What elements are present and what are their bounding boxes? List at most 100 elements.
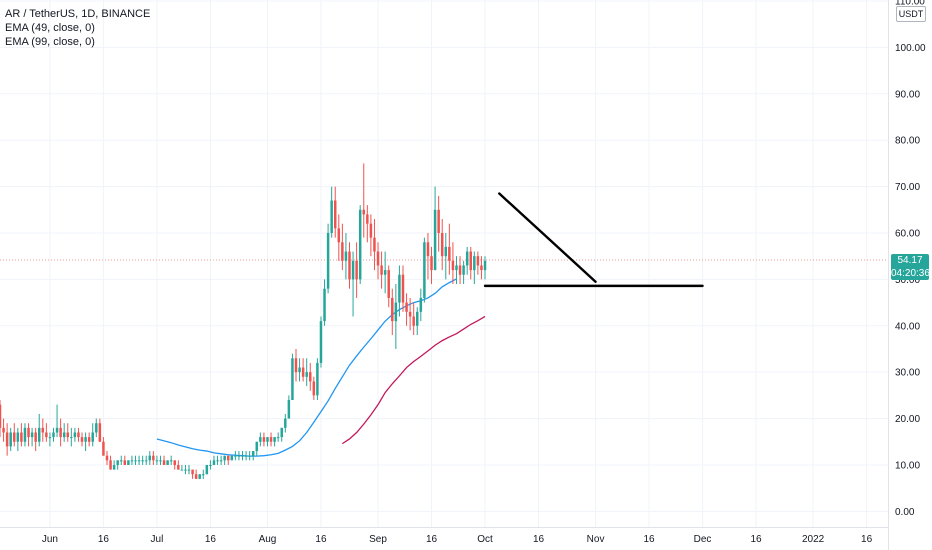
candle — [80, 432, 84, 447]
ema49-label[interactable]: EMA (49, close, 0) — [5, 22, 95, 34]
y-tick-label: 20.00 — [895, 414, 920, 425]
candle-body — [180, 469, 184, 471]
candle — [473, 251, 476, 285]
x-tick-label: 16 — [315, 534, 327, 545]
candle-body — [13, 432, 16, 442]
candle-body — [473, 256, 476, 271]
candle-body — [2, 427, 5, 433]
candle-body — [344, 251, 348, 261]
candle-body — [152, 455, 155, 461]
candle — [284, 413, 287, 433]
candle-body — [52, 432, 55, 438]
candle — [280, 427, 283, 442]
candle — [366, 205, 369, 243]
candle-body — [391, 297, 394, 322]
candle-body — [5, 432, 9, 447]
candle-body — [91, 432, 94, 442]
candle — [70, 427, 73, 447]
candle — [480, 256, 483, 280]
candle — [437, 195, 440, 252]
candle-body — [177, 464, 180, 470]
x-tick-label: Jun — [42, 534, 58, 545]
candle-body — [27, 427, 30, 438]
candle — [298, 358, 301, 382]
pattern-drawings[interactable] — [483, 192, 704, 288]
candle — [309, 362, 312, 391]
candle — [351, 251, 355, 317]
current-price-value: 54.17 — [897, 255, 923, 266]
candle — [109, 455, 112, 470]
x-tick-label: 16 — [98, 534, 110, 545]
candle-body — [123, 460, 127, 465]
candle-body — [187, 469, 191, 471]
candle-body — [166, 460, 169, 465]
candle-body — [155, 460, 159, 462]
y-tick-label: 40.00 — [895, 321, 920, 332]
candle — [269, 432, 273, 447]
candle — [462, 260, 465, 285]
candle — [223, 455, 226, 465]
candle — [273, 437, 276, 447]
candle — [219, 455, 223, 465]
time-axis[interactable]: Jun 16 Jul 16 Aug 16 Sep 16 Oct 16 Nov 16 Dec 16 2022 1… — [0, 527, 888, 546]
candle-body — [284, 418, 287, 428]
candle — [333, 186, 337, 238]
candle-body — [469, 251, 472, 271]
candle — [87, 432, 91, 447]
candle-body — [455, 265, 458, 271]
price-unit-label[interactable]: USDT — [896, 6, 926, 22]
candle-body — [62, 432, 66, 438]
candle — [127, 460, 130, 465]
ema99-label[interactable]: EMA (99, close, 0) — [5, 36, 95, 48]
symbol-label[interactable]: AR / TetherUS, 1D, BINANCE — [5, 8, 151, 20]
candle-body — [326, 232, 330, 289]
candle — [405, 293, 408, 326]
candle-body — [373, 237, 376, 252]
candle — [408, 297, 412, 331]
candle — [341, 223, 344, 271]
candle — [248, 451, 251, 461]
candle-body — [198, 474, 201, 479]
y-tick-label: 30.00 — [895, 368, 920, 379]
candle — [266, 437, 269, 447]
candle-body — [255, 441, 259, 452]
candle-body — [376, 251, 380, 266]
candle — [433, 186, 437, 271]
candle — [184, 464, 187, 475]
candle-body — [380, 265, 383, 275]
candle-body — [0, 404, 2, 428]
candle-body — [358, 209, 362, 280]
grid-lines — [0, 0, 888, 527]
candle-body — [9, 432, 12, 447]
candle-body — [23, 427, 27, 442]
candle-body — [59, 427, 62, 438]
candle — [469, 246, 472, 280]
candle-body — [80, 437, 84, 442]
y-tick-label: 50.00 — [895, 275, 920, 286]
candle — [173, 460, 176, 470]
candle-body — [405, 302, 408, 312]
candle-body — [70, 437, 73, 439]
candle-body — [248, 455, 251, 457]
y-tick-label: 70.00 — [895, 182, 920, 193]
candle — [13, 423, 16, 447]
candle — [355, 242, 358, 298]
candle — [37, 413, 41, 447]
candle-body — [423, 242, 426, 298]
candle-body — [191, 469, 194, 475]
candle-body — [20, 432, 23, 442]
candle — [387, 265, 390, 308]
candle-body — [84, 437, 87, 442]
candle — [95, 418, 98, 438]
x-tick-label: Dec — [694, 534, 712, 545]
candle — [216, 455, 219, 465]
candle — [52, 427, 55, 442]
descending-trendline — [498, 192, 597, 283]
candle — [362, 163, 366, 238]
x-tick-label: 16 — [205, 534, 217, 545]
candle — [16, 427, 20, 452]
candle — [212, 455, 216, 465]
candle — [202, 469, 205, 479]
candle — [287, 395, 291, 419]
